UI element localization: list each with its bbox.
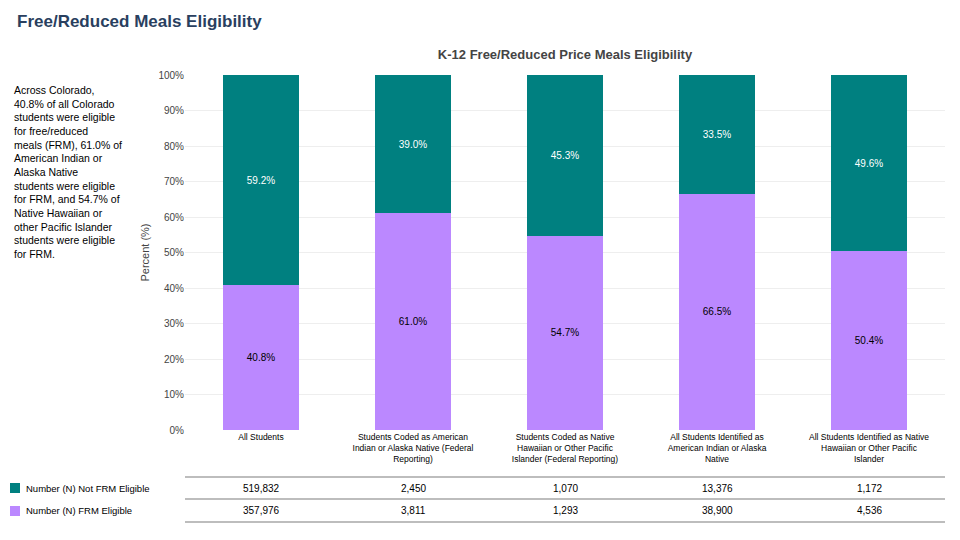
svg-text:Students Coded as NativeHawaii: Students Coded as NativeHawaiian or Othe… (512, 432, 618, 464)
svg-text:All Students: All Students (238, 432, 283, 442)
svg-text:54.7%: 54.7% (551, 327, 579, 338)
svg-text:61.0%: 61.0% (399, 316, 427, 327)
svg-text:33.5%: 33.5% (703, 129, 731, 140)
svg-text:60%: 60% (164, 212, 184, 223)
svg-text:13,376: 13,376 (702, 483, 733, 494)
svg-text:90%: 90% (164, 105, 184, 116)
svg-text:2,450: 2,450 (401, 483, 426, 494)
svg-text:1,172: 1,172 (857, 483, 882, 494)
svg-text:40.8%: 40.8% (247, 352, 275, 363)
svg-text:66.5%: 66.5% (703, 306, 731, 317)
svg-text:38,900: 38,900 (702, 505, 733, 516)
svg-text:45.3%: 45.3% (551, 150, 579, 161)
svg-text:All Students Identified as Nat: All Students Identified as NativeHawaiia… (809, 432, 929, 464)
svg-text:40%: 40% (164, 283, 184, 294)
svg-text:59.2%: 59.2% (247, 175, 275, 186)
svg-text:519,832: 519,832 (243, 483, 280, 494)
svg-text:Free/Reduced Meals Eligibility: Free/Reduced Meals Eligibility (17, 12, 262, 31)
svg-text:80%: 80% (164, 141, 184, 152)
svg-text:Number (N) Not FRM Eligible: Number (N) Not FRM Eligible (26, 483, 150, 494)
svg-text:70%: 70% (164, 176, 184, 187)
svg-text:100%: 100% (158, 70, 184, 81)
svg-text:30%: 30% (164, 318, 184, 329)
svg-text:20%: 20% (164, 354, 184, 365)
svg-text:Across Colorado,40.8% of all C: Across Colorado,40.8% of all Coloradostu… (14, 84, 122, 260)
svg-text:49.6%: 49.6% (855, 158, 883, 169)
svg-text:Number (N) FRM Eligible: Number (N) FRM Eligible (26, 505, 132, 516)
svg-text:1,293: 1,293 (553, 505, 578, 516)
svg-text:3,811: 3,811 (401, 505, 426, 516)
svg-text:Percent (%): Percent (%) (139, 223, 151, 281)
svg-text:1,070: 1,070 (553, 483, 578, 494)
svg-text:All Students Identified asAmer: All Students Identified asAmerican India… (668, 432, 767, 464)
svg-text:Students Coded as AmericanIndi: Students Coded as AmericanIndian or Alas… (353, 432, 474, 464)
svg-text:0%: 0% (170, 425, 185, 436)
svg-text:357,976: 357,976 (243, 505, 280, 516)
svg-text:K-12 Free/Reduced Price Meals: K-12 Free/Reduced Price Meals Eligibilit… (438, 47, 693, 62)
svg-text:39.0%: 39.0% (399, 139, 427, 150)
svg-text:4,536: 4,536 (857, 505, 882, 516)
svg-text:10%: 10% (164, 389, 184, 400)
svg-text:50.4%: 50.4% (855, 335, 883, 346)
svg-text:50%: 50% (164, 247, 184, 258)
